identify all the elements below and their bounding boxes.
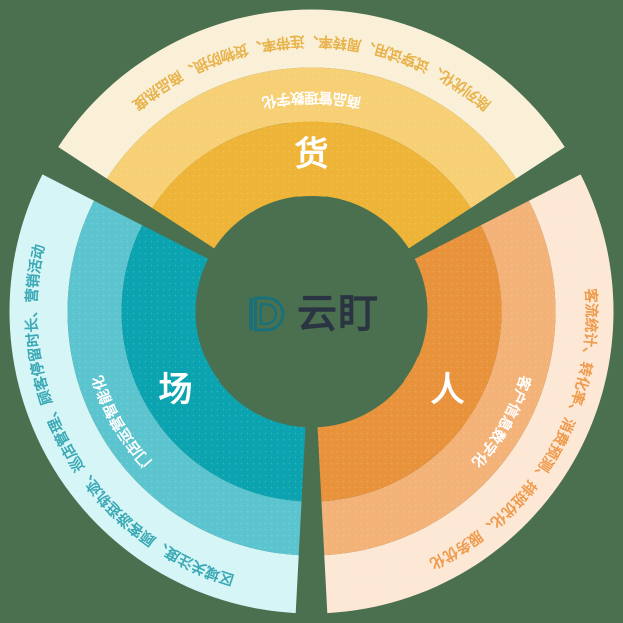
ring-segment-venue[interactable]: [9, 174, 306, 614]
segment-label-goods: 货: [295, 136, 329, 174]
center-hub: [196, 196, 427, 427]
ring-segment-goods[interactable]: [58, 9, 565, 249]
segment-label-venue: 场: [159, 371, 193, 409]
segment-label-people: 人: [430, 371, 464, 409]
